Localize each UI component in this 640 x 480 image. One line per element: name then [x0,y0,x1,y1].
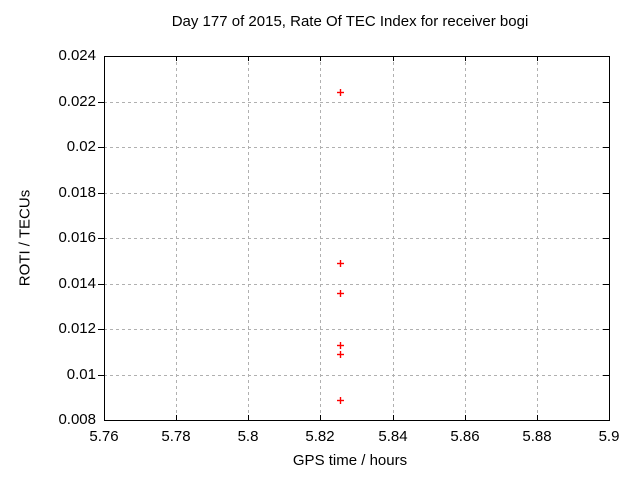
plot-border [104,56,610,421]
x-tick-label-6: 5.88 [522,428,552,445]
x-tick-label-0: 5.76 [89,428,119,445]
y-tick-label-2: 0.012 [58,320,96,337]
y-tick-label-8: 0.024 [58,47,96,64]
y-tick-label-5: 0.018 [58,184,96,201]
y-tick-label-1: 0.01 [66,366,96,383]
y-tick-label-3: 0.014 [58,275,96,292]
x-tick-label-4: 5.84 [378,428,408,445]
x-tick-label-2: 5.8 [237,428,259,445]
x-tick-label-1: 5.78 [161,428,191,445]
x-tick-label-7: 5.9 [598,428,620,445]
y-tick-label-7: 0.022 [58,93,96,110]
y-tick-label-4: 0.016 [58,229,96,246]
x-tick-label-3: 5.82 [305,428,335,445]
x-tick-label-5: 5.86 [450,428,480,445]
series-ROTI [337,89,344,404]
y-tick-label-6: 0.02 [66,138,96,155]
chart-title: Day 177 of 2015, Rate Of TEC Index for r… [171,13,529,30]
x-axis-label: GPS time / hours [292,452,408,469]
y-tick-label-0: 0.008 [58,411,96,428]
